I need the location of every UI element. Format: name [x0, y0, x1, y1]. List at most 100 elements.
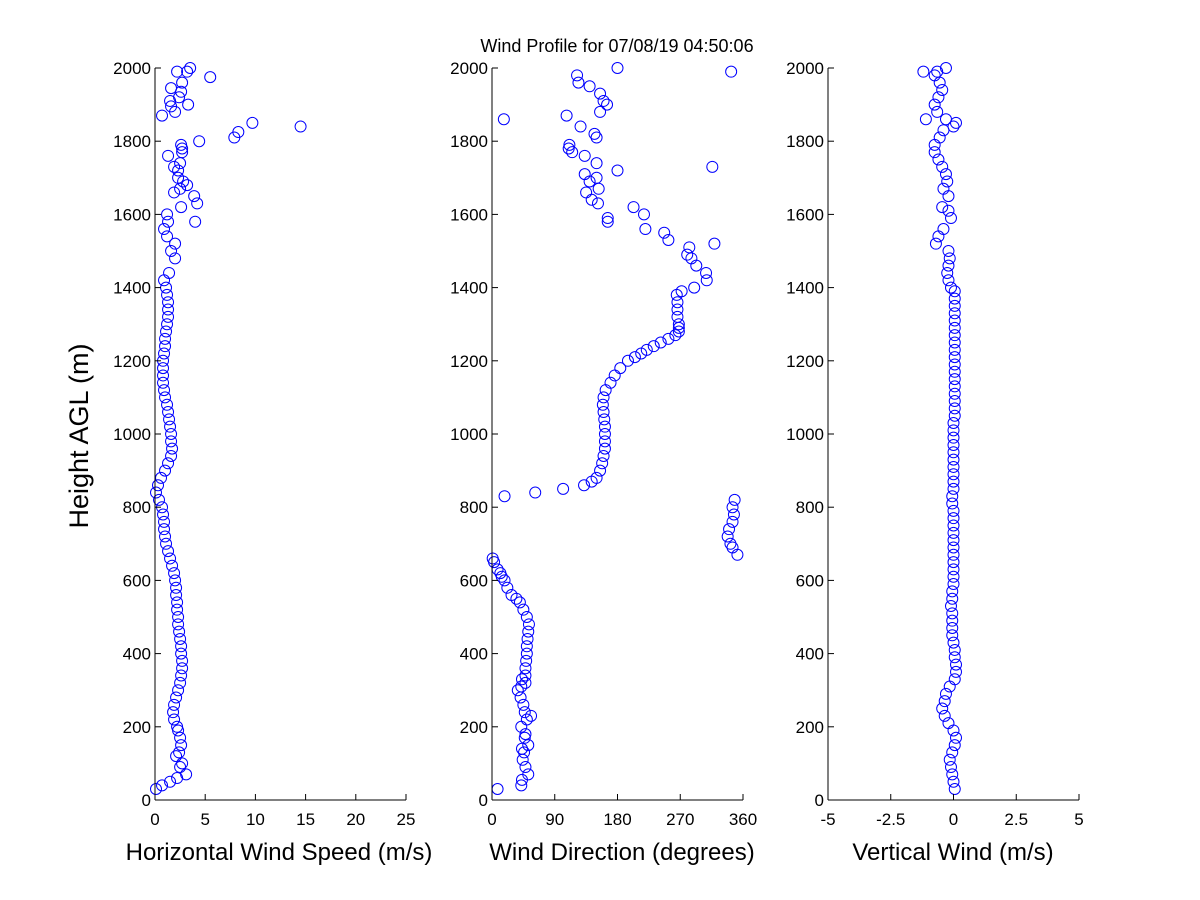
speed-data-point	[176, 654, 189, 667]
direction-data-point	[513, 596, 526, 609]
speed-data-point	[184, 62, 197, 74]
direction-data-point	[598, 420, 611, 433]
speed-data-point	[164, 775, 177, 788]
speed-data-point	[232, 126, 245, 139]
vertical-wind-axes: 0 200 400 600 800 1000 1200 1400 1600 1800 2000 -5 -…	[786, 59, 1084, 829]
speed-data-point	[162, 310, 175, 323]
vertical-data-point	[936, 160, 949, 173]
direction-data-point	[498, 490, 511, 503]
vertical-data-point	[944, 281, 957, 294]
direction-data-point	[522, 739, 535, 752]
direction-data-point	[672, 325, 685, 338]
vertical-data-point	[947, 482, 960, 495]
vertical-data-point	[947, 724, 960, 737]
speed-data-point	[173, 91, 186, 104]
vertical-data-point	[947, 512, 960, 525]
vertical-data-point	[944, 212, 957, 225]
vertical-y-tick-label: 600	[796, 571, 824, 590]
direction-data-point	[511, 684, 524, 697]
vertical-data-point	[946, 746, 959, 759]
vertical-data-point	[933, 76, 946, 89]
direction-data-point	[604, 376, 617, 389]
direction-data-point	[594, 105, 607, 118]
speed-x-tick-label: 20	[346, 810, 365, 829]
speed-data-point	[162, 215, 175, 228]
direction-data-point	[560, 109, 573, 122]
direction-data-point	[491, 783, 504, 796]
direction-data-point	[601, 212, 614, 225]
speed-data-point	[155, 471, 168, 484]
speed-y-tick-label: 1400	[113, 279, 151, 298]
direction-data-point	[597, 391, 610, 404]
direction-y-tick-label: 200	[460, 718, 488, 737]
vertical-data-point	[948, 739, 961, 752]
direction-data-point	[639, 223, 652, 236]
speed-y-tick-label: 1000	[113, 425, 151, 444]
speed-data-point	[160, 281, 173, 294]
speed-data-point	[171, 596, 184, 609]
speed-data-point	[175, 201, 188, 214]
speed-data-point	[150, 486, 163, 499]
speed-data-point	[181, 179, 194, 192]
vertical-data-point	[947, 120, 960, 133]
speed-y-tick-label: 2000	[113, 59, 151, 78]
direction-data-point	[497, 113, 510, 126]
speed-data-point	[189, 215, 202, 228]
vertical-data-point	[946, 629, 959, 642]
speed-data-point	[193, 135, 206, 148]
speed-data-point	[157, 362, 170, 375]
vertical-wind-xlabel: Vertical Wind (m/s)	[852, 839, 1053, 866]
speed-data-point	[174, 182, 187, 195]
direction-data-point	[517, 603, 530, 616]
direction-data-point	[562, 142, 575, 155]
direction-data-point	[578, 168, 591, 181]
vertical-data-point	[948, 402, 961, 415]
speed-data-point	[158, 223, 171, 236]
direction-y-tick-label: 1200	[450, 352, 488, 371]
direction-data-point	[578, 479, 591, 492]
direction-data-point	[525, 709, 538, 722]
vertical-x-tick-label: -5	[820, 810, 835, 829]
direction-y-tick-label: 1600	[450, 205, 488, 224]
direction-data-point	[726, 501, 739, 514]
vertical-data-point	[939, 62, 952, 74]
speed-data-point	[162, 303, 175, 316]
speed-y-tick-label: 1800	[113, 132, 151, 151]
direction-data-point	[590, 471, 603, 484]
vertical-data-point	[941, 266, 954, 279]
speed-data-point	[170, 581, 183, 594]
vertical-data-point	[946, 607, 959, 620]
speed-data-point	[169, 574, 182, 587]
direction-data-point	[571, 69, 584, 82]
horizontal-wind-speed-axes: 0 200 400 600 800 1000 1200 1400 1600 1800 2000 0 5 1…	[113, 59, 415, 829]
direction-x-tick-label: 90	[545, 810, 564, 829]
vertical-data-point	[946, 592, 959, 605]
vertical-y-tick-label: 400	[796, 645, 824, 664]
vertical-data-point	[948, 321, 961, 334]
direction-data-point	[596, 457, 609, 470]
speed-data-point	[165, 435, 178, 448]
speed-data-point	[160, 325, 173, 338]
speed-data-point	[168, 713, 181, 726]
direction-data-point	[588, 127, 601, 140]
horizontal-wind-speed-panel: 0 200 400 600 800 1000 1200 1400 1600 1800 2000 0 5 1…	[113, 59, 432, 866]
speed-data-point	[158, 274, 171, 287]
vertical-data-point	[947, 424, 960, 437]
wind-direction-panel: 0 200 400 600 800 1000 1200 1400 1600 1800 2000 0 90…	[450, 59, 757, 866]
speed-data-point	[156, 779, 169, 792]
direction-data-point	[572, 76, 585, 89]
direction-data-point	[557, 482, 570, 495]
speed-data-point	[175, 669, 188, 682]
speed-x-tick-label: 0	[150, 810, 159, 829]
direction-data-point	[597, 406, 610, 419]
speed-data-point	[152, 479, 165, 492]
direction-data-point	[574, 120, 587, 133]
speed-y-tick-label: 0	[142, 791, 151, 810]
vertical-x-tick-label: -2.5	[876, 810, 905, 829]
vertical-data-point	[947, 519, 960, 532]
direction-data-point	[594, 464, 607, 477]
vertical-data-point	[947, 475, 960, 488]
vertical-data-point	[947, 446, 960, 459]
vertical-data-point	[943, 252, 956, 265]
vertical-data-point	[942, 204, 955, 217]
